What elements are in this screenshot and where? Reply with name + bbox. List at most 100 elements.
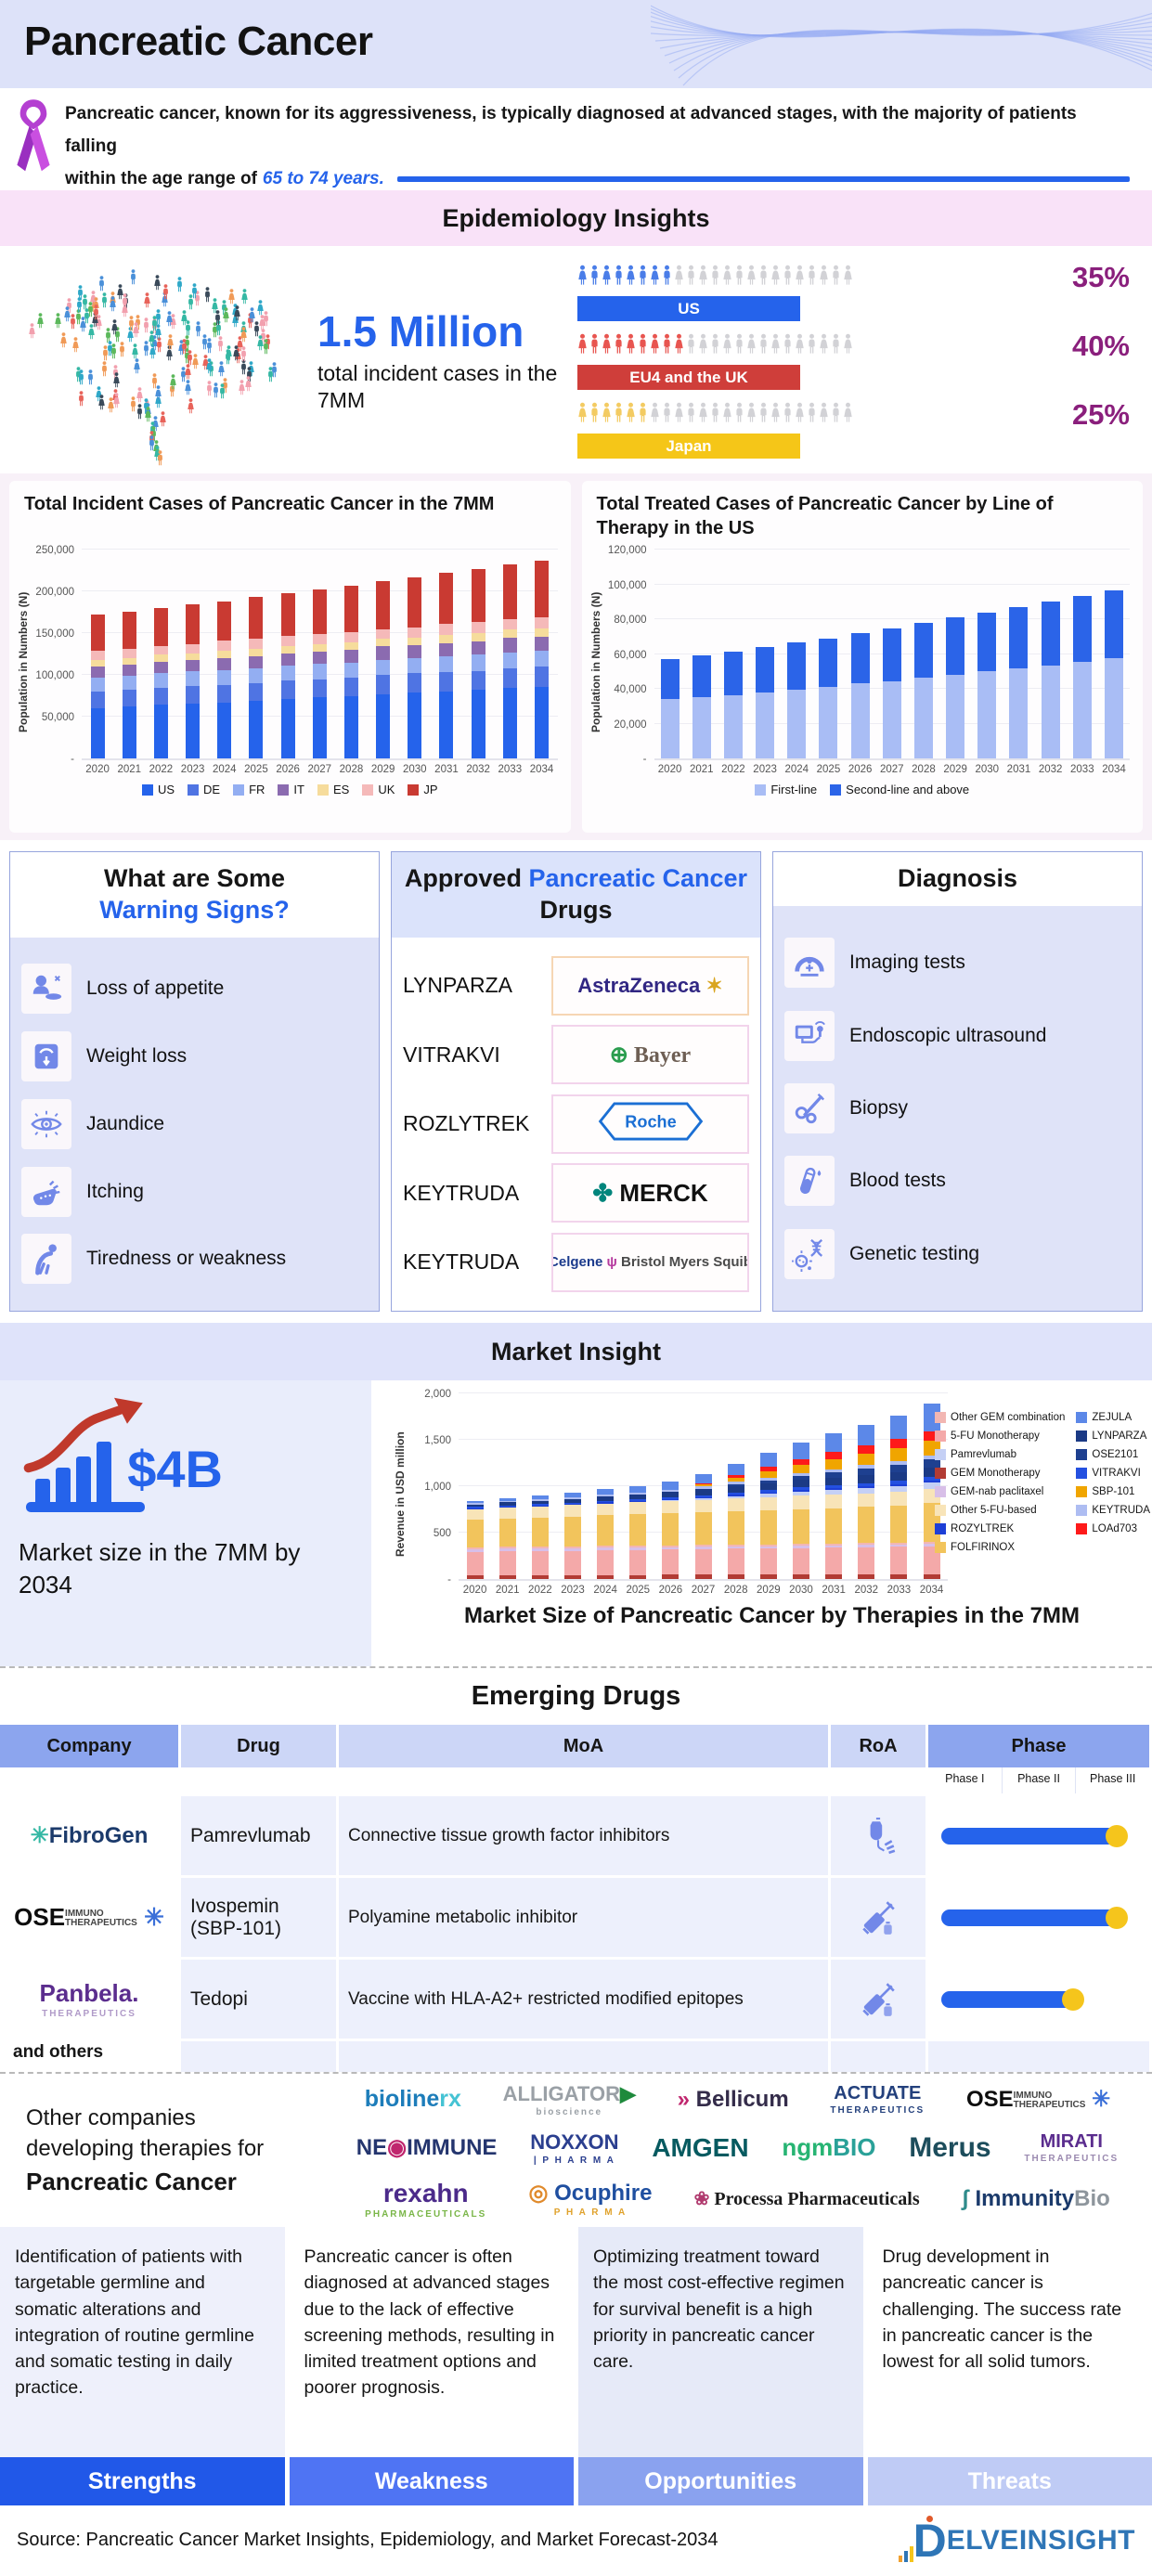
- bar-2029: [376, 581, 391, 758]
- person-icon: [843, 265, 853, 291]
- epidemiology-section: 1.5 Million total incident cases in the …: [0, 246, 1152, 473]
- legend-item: VITRAKVI: [1076, 1468, 1150, 1479]
- phase-bar: [941, 1824, 1128, 1847]
- person-icon: [650, 402, 660, 428]
- x-tick: 2029: [370, 764, 395, 775]
- swot-column-opportunities: Optimizing treatment toward the most cos…: [578, 2227, 863, 2505]
- x-tick: 2033: [1070, 764, 1094, 775]
- plot-area: - 500 1,000 1,500 2,000: [424, 1389, 948, 1586]
- person-icon: [722, 333, 732, 359]
- y-tick: -: [71, 754, 74, 765]
- wave-decoration: [651, 5, 1152, 86]
- bar-2022: [153, 608, 168, 758]
- incidence-headline: 1.5 Million total incident cases in the …: [312, 306, 577, 414]
- bar-2030: [977, 612, 997, 758]
- person-icon: [589, 265, 600, 291]
- x-tick: 2024: [212, 764, 237, 775]
- drug-cell: Pamrevlumab: [181, 1793, 339, 1875]
- swot-section: Identification of patients with targetab…: [0, 2227, 1152, 2505]
- person-icon: [734, 265, 744, 291]
- pictograph: 35% US 40% EU4 and the UK 25% Japan: [577, 261, 1135, 459]
- person-icon: [674, 333, 684, 359]
- bar-2022: [531, 1495, 549, 1579]
- divider: [0, 2072, 1152, 2074]
- bar-2021: [122, 611, 136, 758]
- phase-subheader: Phase I Phase II Phase III: [928, 1767, 1152, 1793]
- y-tick: -: [447, 1574, 451, 1586]
- swot-header: Strengths: [0, 2457, 285, 2505]
- x-tick: 2020: [462, 1585, 487, 1596]
- x-tick: 2029: [757, 1585, 781, 1596]
- item-label: Genetic testing: [849, 1242, 980, 1264]
- person-icon: [602, 265, 612, 291]
- y-tick: 50,000: [41, 712, 74, 723]
- warning-title-black: What are Some: [103, 864, 286, 892]
- chart-legend: US DE FR IT ES UK JP: [22, 783, 558, 796]
- bar-2028: [913, 622, 933, 758]
- logo-mirati-therapeutics: MIRATI THERAPEUTICS: [1024, 2131, 1120, 2164]
- y-tick: 80,000: [614, 615, 647, 626]
- person-icon: [626, 333, 636, 359]
- phase-cell: [928, 1957, 1152, 2039]
- y-tick: 1,500: [424, 1435, 451, 1446]
- bar-2026: [662, 1482, 680, 1579]
- y-tick: 150,000: [35, 628, 74, 640]
- bar-2024: [597, 1489, 615, 1579]
- other-companies-section: Other companies developing therapies for…: [0, 2074, 1152, 2227]
- company-cell: OSEIMMUNO THERAPEUTICS ✳: [0, 1875, 181, 1957]
- person-icon: [770, 402, 781, 428]
- and-others-note: and others: [0, 2039, 181, 2072]
- bar-2034: [923, 1403, 940, 1579]
- phase-bar: [941, 1906, 1128, 1929]
- bars-area: [459, 1393, 948, 1579]
- x-tick: 2027: [307, 764, 332, 775]
- bar-2031: [1009, 606, 1029, 758]
- legend-item: Other GEM combination: [935, 1412, 1065, 1423]
- approved-drug-row: VITRAKVI ⊕ Bayer: [403, 1025, 749, 1085]
- person-icon: [746, 333, 757, 359]
- x-tick: 2031: [1006, 764, 1031, 775]
- logo-roche: Roche: [596, 1102, 705, 1146]
- x-tick: 2024: [784, 764, 809, 775]
- list-item: Genetic testing: [784, 1228, 1131, 1279]
- plot-area: - 50,000 100,000 150,000 200,000 250,000: [35, 545, 558, 765]
- person-icon: [674, 265, 684, 291]
- legend-item: Pamrevlumab: [935, 1449, 1065, 1460]
- epidemiology-band: Epidemiology Insights: [0, 190, 1152, 246]
- bar-2032: [1041, 602, 1060, 758]
- person-icon: [807, 333, 817, 359]
- legend-item: GEM-nab paclitaxel: [935, 1486, 1065, 1497]
- incident-cases-chart: Total Incident Cases of Pancreatic Cance…: [9, 481, 571, 833]
- x-tick: 2024: [593, 1585, 617, 1596]
- legend-item: Second-line and above: [830, 783, 969, 796]
- person-icon: [589, 402, 600, 428]
- x-tick: 2030: [789, 1585, 813, 1596]
- x-tick: 2033: [498, 764, 523, 775]
- company-logo-box: ✤ MERCK: [551, 1163, 749, 1223]
- legend-item: JP: [408, 783, 438, 796]
- emerging-table: Company Drug MoA RoA Phase Phase I Phase…: [0, 1725, 1152, 2072]
- imaging-icon: [784, 938, 835, 989]
- chart-title: Total Treated Cases of Pancreatic Cancer…: [596, 494, 1054, 538]
- person-icon: [686, 333, 696, 359]
- legend-item: US: [141, 783, 175, 796]
- bar-2025: [819, 638, 838, 758]
- item-label: Biopsy: [849, 1096, 909, 1119]
- appetite-icon: [21, 964, 71, 1015]
- treated-cases-chart: Total Treated Cases of Pancreatic Cancer…: [581, 481, 1143, 833]
- item-label: Weight loss: [86, 1045, 188, 1067]
- drug-cell: Tedopi: [181, 1957, 339, 2039]
- legend-item: 5-FU Monotherapy: [935, 1430, 1065, 1442]
- bar-2031: [825, 1433, 843, 1579]
- phase-cell: [928, 1875, 1152, 1957]
- col-header-drug: Drug: [181, 1725, 339, 1767]
- bars-area: [654, 550, 1131, 758]
- phase-dot: [1105, 1824, 1128, 1847]
- chart-legend: First-line Second-line and above: [595, 783, 1131, 796]
- legend-item: ZEJULA: [1076, 1412, 1150, 1423]
- bar-2021: [498, 1497, 516, 1579]
- phase-3-label: Phase III: [1075, 1767, 1149, 1793]
- bar-2031: [439, 573, 454, 758]
- logo-astrazeneca: AstraZeneca ✶: [577, 973, 723, 997]
